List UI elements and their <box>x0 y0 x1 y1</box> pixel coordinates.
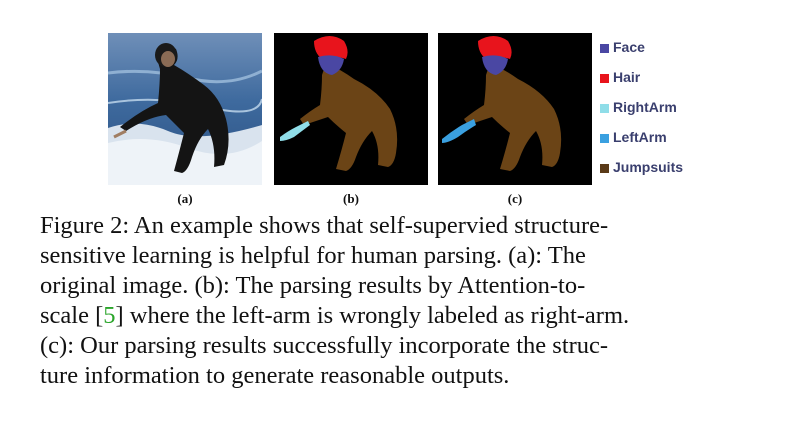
legend: Face Hair RightArm LeftArm Jumpsuits <box>600 37 780 187</box>
figure-caption: Figure 2: An example shows that self-sup… <box>40 211 760 391</box>
caption-line-1: Figure 2: An example shows that self-sup… <box>40 212 609 239</box>
parsing-mask-c <box>438 33 592 185</box>
caption-line-4-pre: scale [ <box>40 302 104 329</box>
parsing-mask-b <box>274 33 428 185</box>
legend-label-left-arm: LeftArm <box>613 129 667 145</box>
original-image-panel <box>108 33 262 185</box>
caption-line-4: scale [5] where the left-arm is wrongly … <box>40 301 760 331</box>
legend-label-face: Face <box>613 39 645 55</box>
face-region <box>318 55 344 75</box>
subfigure-label-a: (a) <box>177 191 193 206</box>
surfer-photo <box>108 33 262 185</box>
parsing-result-c-panel <box>438 33 592 185</box>
jumpsuits-region <box>300 63 398 171</box>
caption-line-5: (c): Our parsing results successfully in… <box>40 332 609 359</box>
legend-item-left-arm: LeftArm <box>600 127 780 157</box>
legend-swatch-right-arm <box>600 104 609 113</box>
legend-item-face: Face <box>600 37 780 67</box>
subfigure-label-b: (b) <box>343 191 359 206</box>
legend-item-jumpsuits: Jumpsuits <box>600 157 780 187</box>
subfigure-label-c: (c) <box>507 191 523 206</box>
caption-line-4-post: ] where the left-arm is wrongly labeled … <box>115 302 630 329</box>
legend-swatch-jumpsuits <box>600 164 609 173</box>
right-arm-region <box>280 121 310 141</box>
hair-region <box>478 36 512 59</box>
parsing-result-b-panel <box>274 33 428 185</box>
legend-item-hair: Hair <box>600 67 780 97</box>
face-region <box>482 55 508 75</box>
legend-label-right-arm: RightArm <box>613 99 677 115</box>
hair-region <box>314 36 348 59</box>
caption-line-6: ture information to generate reasonable … <box>40 362 510 389</box>
legend-swatch-left-arm <box>600 134 609 143</box>
legend-swatch-hair <box>600 74 609 83</box>
citation-link[interactable]: 5 <box>103 302 116 329</box>
jumpsuits-region <box>464 63 562 171</box>
legend-item-right-arm: RightArm <box>600 97 780 127</box>
left-arm-region <box>442 119 476 143</box>
caption-line-2: sensitive learning is helpful for human … <box>40 242 586 269</box>
legend-swatch-face <box>600 44 609 53</box>
legend-label-hair: Hair <box>613 69 641 85</box>
caption-line-3: original image. (b): The parsing results… <box>40 272 586 299</box>
legend-label-jumpsuits: Jumpsuits <box>613 159 684 175</box>
